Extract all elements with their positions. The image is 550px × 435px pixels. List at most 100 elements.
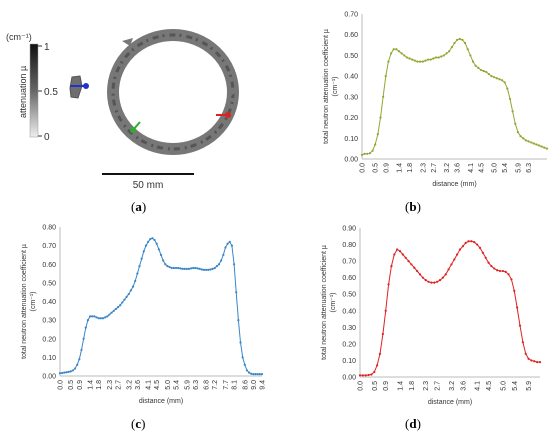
data-point [232,263,236,266]
data-point [416,60,419,63]
y-tick-label: 0.80 [342,242,356,249]
data-point [498,269,502,273]
data-point [144,244,148,247]
x-tick-label: 5.9 [184,380,191,390]
series-line [59,237,262,375]
data-point [200,268,203,271]
series-line [360,240,540,376]
y-tick-label: 0.70 [344,12,358,19]
panel-a: 1 0.5 0 (cm⁻¹) attenuation µ 50 mm (a) [0,0,275,215]
data-point [366,152,369,155]
x-tick-label: 8.6 [242,380,249,390]
data-point [129,289,133,292]
panel-label-c: (c) [131,416,146,431]
y-axis-title: total neutron attenuation coefficient µ [321,245,328,360]
x-tick-label: 3.2 [444,163,451,173]
data-point [536,361,539,364]
x-tick-label: 2.7 [116,380,123,390]
data-point [136,272,139,275]
data-point [395,48,398,51]
data-point [416,269,419,273]
data-point [407,260,410,263]
data-point [202,268,206,271]
data-point [371,149,374,152]
data-point [447,268,450,271]
x-tick-label: 4.1 [475,381,482,391]
data-point [397,50,401,53]
data-point [436,280,439,283]
x-tick-label: 2.7 [431,163,438,173]
x-tick-label: 9.4 [260,380,267,390]
y-axis-unit: (cm⁻¹) [332,76,339,96]
data-point [384,75,387,78]
data-point [220,259,223,262]
x-tick-label: 0.5 [372,381,379,391]
data-point [134,279,137,283]
data-point [444,273,447,276]
y-tick-label: 0.20 [344,115,358,122]
data-point [518,324,522,327]
data-point [104,316,107,319]
y-tick-label: 0.10 [42,355,56,362]
data-point [157,248,160,251]
data-point [88,315,92,318]
data-point [522,137,525,140]
data-point [456,38,459,41]
data-point [363,152,366,155]
data-point [498,78,501,81]
data-point [413,266,416,269]
x-tick-label: 4.1 [146,380,153,390]
colorbar-tick-0: 0 [44,132,50,143]
scale-bar-label: 50 mm [133,180,164,191]
y-tick-label: 0.20 [342,341,356,348]
data-point [532,142,535,145]
data-point [86,319,90,322]
data-point [411,58,414,61]
data-point [99,317,102,320]
y-axis-title: total neutron attenuation coefficient µ [323,29,330,144]
data-point [222,253,225,257]
data-point [530,141,533,144]
data-point [174,266,178,270]
y-tick-label: 0.60 [344,32,358,39]
data-point [254,373,257,376]
data-point [67,370,70,374]
x-tick-label: 1.4 [398,381,405,391]
data-point [237,319,240,322]
y-tick-label: 0.40 [344,74,358,81]
data-point [469,54,472,57]
data-point [78,358,81,361]
x-tick-label: 6.8 [204,380,211,390]
y-tick-label: 0.60 [42,262,56,269]
panel-label-a: (a) [131,199,147,214]
data-point [408,57,411,60]
y-tick-label: 0.00 [42,374,56,381]
x-tick-label: 4.5 [486,381,493,391]
data-point [189,267,193,270]
data-point [82,337,85,340]
x-axis-title: distance (mm) [428,399,472,406]
data-point [205,268,208,271]
x-tick-label: 3.6 [135,380,142,390]
data-point [490,75,493,78]
y-tick-label: 0.90 [342,226,356,233]
y-tick-label: 0.10 [344,136,358,143]
y-tick-label: 0.70 [42,243,56,250]
data-point [119,304,122,307]
data-point [474,64,477,67]
data-point [376,364,379,367]
y-tick-label: 0.40 [42,299,56,306]
data-point [374,143,377,146]
x-tick-label: 4.5 [478,163,485,173]
x-tick-label: 0.9 [383,381,390,391]
data-point [479,68,483,72]
data-point [368,152,372,155]
colorbar-title: attenuation µ [18,66,28,118]
data-point [482,69,485,73]
data-point [513,289,516,293]
data-point [458,37,461,40]
x-tick-label: 5.4 [174,380,181,390]
data-point [393,253,396,256]
data-point [198,267,201,271]
data-point [392,48,395,51]
